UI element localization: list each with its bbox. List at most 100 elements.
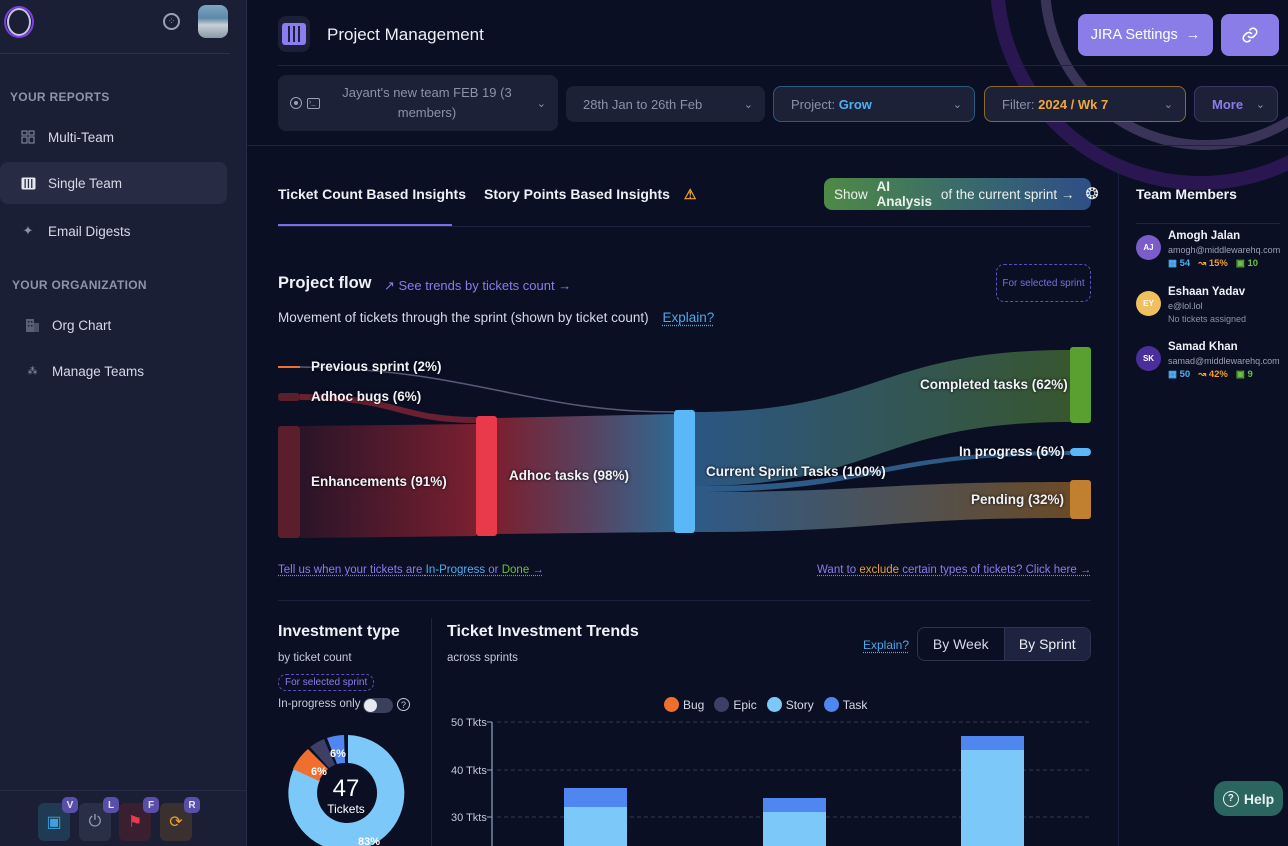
sidebar-item-org-chart[interactable]: Org Chart: [0, 304, 227, 346]
legend-label: Task: [842, 697, 868, 712]
story-pct: 83%: [358, 836, 380, 846]
rate-stat: ↝ 42%: [1198, 369, 1228, 380]
divider: [278, 226, 1091, 227]
subtitle-text: Movement of tickets through the sprint (…: [278, 310, 649, 325]
team-selector[interactable]: ›_ Jayant's new team FEB 19 (3 members) …: [278, 75, 558, 131]
exclude-tickets-link[interactable]: Want to exclude certain types of tickets…: [817, 564, 1091, 576]
legend-item-bug[interactable]: Bug: [664, 697, 704, 712]
ai-analysis-button[interactable]: Show AI Analysis of the current sprint →…: [824, 178, 1099, 210]
help-circle-icon: ?: [1222, 790, 1239, 807]
radio-icon: [290, 97, 302, 109]
filter-value: 2024 / Wk 7: [1038, 96, 1109, 112]
for-selected-sprint-chip: For selected sprint: [278, 674, 375, 691]
more-selector[interactable]: More ⌄: [1194, 86, 1278, 122]
avatar: SK: [1136, 346, 1161, 371]
help-circle-icon[interactable]: ?: [397, 698, 410, 711]
chevron-down-icon: ⌄: [952, 98, 962, 111]
team-selector-value: Jayant's new team FEB 19 (3 members): [342, 85, 512, 120]
project-label: Project:: [791, 96, 839, 112]
node-enhancements: Enhancements (91%): [311, 474, 447, 489]
explain-link[interactable]: Explain?: [662, 310, 715, 325]
member-name: Eshaan Yadav: [1168, 286, 1246, 298]
sidebar-item-multi-team[interactable]: Multi-Team: [0, 116, 227, 158]
project-selector[interactable]: Project: Grow ⌄: [773, 86, 975, 122]
by-week-button[interactable]: By Week: [932, 636, 989, 652]
power-icon: ⏻: [88, 813, 102, 830]
grid-icon: [20, 129, 36, 145]
avatar: AJ: [1136, 235, 1161, 260]
trends-title: Ticket Investment Trends: [447, 623, 639, 640]
link-text: or: [485, 564, 502, 576]
arrow-right-icon: →: [1185, 27, 1201, 43]
see-trends-link[interactable]: ↗ See trends by tickets count →: [384, 278, 571, 294]
tab-ticket-count[interactable]: Ticket Count Based Insights: [278, 186, 466, 202]
sidebar-item-email-digests[interactable]: ✦ Email Digests: [0, 210, 227, 252]
filter-selector[interactable]: Filter: 2024 / Wk 7 ⌄: [984, 86, 1186, 122]
tickets-stat: ▦ 54: [1168, 258, 1191, 269]
trends-bar-chart: 50 Tkts 40 Tkts 30 Tkts: [451, 717, 1092, 846]
legend-item-task[interactable]: Task: [823, 697, 868, 712]
divider: [1118, 165, 1119, 846]
in-progress-only-toggle[interactable]: [363, 698, 393, 713]
dock-power-button[interactable]: ⏻ L: [79, 797, 119, 841]
trends-explain-link[interactable]: Explain?: [863, 638, 910, 652]
member-name: Samad Khan: [1168, 341, 1238, 353]
link-icon: [1242, 27, 1258, 43]
sidebar-item-single-team[interactable]: Single Team: [0, 162, 227, 204]
link-text: See trends by tickets count →: [398, 278, 572, 293]
by-sprint-button[interactable]: By Sprint: [1003, 628, 1090, 660]
legend-label: Epic: [733, 697, 757, 712]
member-stats: ▦ 50 ↝ 42% ▣ 9: [1168, 369, 1253, 380]
user-avatar[interactable]: [198, 5, 228, 38]
done-highlight: Done: [501, 564, 530, 576]
shortcut-key: V: [62, 797, 78, 813]
app-logo[interactable]: [4, 6, 34, 38]
donut-center: 47 Tickets: [316, 775, 376, 817]
dock-flag-button[interactable]: ⚑ F: [119, 797, 159, 841]
tab-story-points[interactable]: Story Points Based Insights ⚠: [484, 186, 696, 203]
sidebar-item-label: Manage Teams: [52, 363, 145, 379]
team-members-title: Team Members: [1136, 186, 1237, 202]
avatar: EY: [1136, 291, 1161, 316]
sidebar-item-label: Org Chart: [52, 317, 112, 333]
help-button[interactable]: ? Help: [1214, 781, 1283, 816]
date-range-selector[interactable]: 28th Jan to 26th Feb ⌄: [566, 86, 765, 122]
node-previous-sprint: Previous sprint (2%): [311, 359, 442, 374]
copy-link-button[interactable]: [1221, 14, 1279, 56]
investment-donut-chart: 6% 6% 83%: [288, 735, 405, 846]
legend-label: Story: [785, 697, 814, 712]
node-in-progress: In progress (6%): [959, 444, 1065, 459]
active-tab-indicator: [278, 224, 452, 226]
divider: [278, 600, 1091, 601]
legend-item-story[interactable]: Story: [766, 697, 814, 712]
period-toggle: By Week By Sprint: [917, 627, 1091, 661]
device-icon: ▣: [46, 814, 62, 831]
chevron-down-icon: ⌄: [1163, 98, 1173, 111]
link-text: Want to: [817, 564, 860, 576]
more-label: More: [1212, 96, 1244, 112]
sidebar-item-manage-teams[interactable]: ⁂ Manage Teams: [0, 350, 227, 392]
project-flow-subtitle: Movement of tickets through the sprint (…: [278, 310, 714, 325]
ai-btn-text: of the current sprint →: [937, 186, 1075, 202]
dock-device-button[interactable]: ▣ V: [38, 797, 78, 841]
prs-stat: ▣ 9: [1235, 369, 1253, 380]
refresh-icon: ⟳: [169, 814, 183, 831]
flag-icon: ⚑: [127, 814, 143, 831]
total-tickets: 47: [332, 775, 360, 802]
tab-label: Story Points Based Insights: [484, 186, 670, 202]
community-icon[interactable]: ⁘: [163, 13, 180, 30]
sidebar-item-label: Email Digests: [48, 223, 131, 239]
link-text: Tell us when your tickets are: [278, 564, 426, 576]
svg-text:40 Tkts: 40 Tkts: [451, 765, 487, 777]
jira-settings-button[interactable]: JIRA Settings →: [1078, 14, 1213, 56]
legend-item-epic[interactable]: Epic: [714, 697, 757, 712]
shortcut-key: F: [143, 797, 159, 813]
legend-label: Bug: [683, 697, 705, 712]
sidebar-item-label: Multi-Team: [48, 129, 115, 145]
status-config-link[interactable]: Tell us when your tickets are In-Progres…: [278, 564, 544, 576]
team-icon: ⁂: [27, 365, 38, 377]
project-value: Grow: [838, 96, 872, 112]
dock-refresh-button[interactable]: ⟳ R: [160, 797, 200, 841]
tickets-stat: ▦ 50: [1168, 369, 1191, 380]
divider: [1136, 223, 1280, 224]
